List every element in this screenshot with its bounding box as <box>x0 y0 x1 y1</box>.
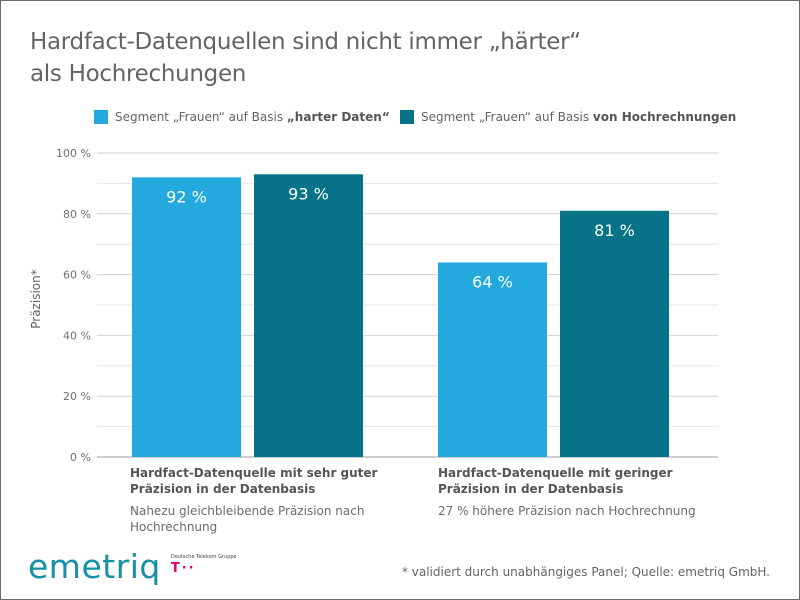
category-label-1: Hardfact-Datenquelle mit sehr guter Präz… <box>130 465 390 535</box>
category-heading: Hardfact-Datenquelle mit geringer Präzis… <box>438 466 673 496</box>
bar-hard-data <box>438 262 547 457</box>
legend-label-prefix: Segment „Frauen“ auf Basis <box>421 110 590 124</box>
logo-wordmark: emetriq <box>28 547 161 586</box>
bar-value-label: 92 % <box>166 187 207 206</box>
legend-swatch-extrapolation <box>400 110 414 124</box>
y-axis-label: Präzision* <box>29 269 43 329</box>
bar-value-label: 81 % <box>594 221 635 240</box>
legend: Segment „Frauen“ auf Basis „harter Daten… <box>0 110 800 130</box>
telekom-group-mark: Deutsche Telekom Gruppe T·· <box>171 554 237 576</box>
legend-label-bold: von Hochrechnungen <box>592 110 737 124</box>
legend-item-hard-data: Segment „Frauen“ auf Basis „harter Daten… <box>94 110 390 124</box>
y-tick-label: 60 % <box>63 269 91 282</box>
category-heading: Hardfact-Datenquelle mit sehr guter Präz… <box>130 466 378 496</box>
y-tick-label: 40 % <box>63 329 91 342</box>
legend-label-prefix: Segment „Frauen“ auf Basis <box>115 110 284 124</box>
chart-title-line-1: Hardfact-Datenquellen sind nicht immer „… <box>30 29 581 55</box>
bar-hard-data <box>132 177 241 457</box>
bar-extrapolation <box>254 174 363 457</box>
y-tick-label: 80 % <box>63 208 91 221</box>
y-tick-label: 0 % <box>70 451 91 464</box>
bar-extrapolation <box>560 210 669 457</box>
y-tick-label: 20 % <box>63 390 91 403</box>
bar-value-label: 64 % <box>472 272 513 291</box>
legend-item-extrapolation: Segment „Frauen“ auf Basis von Hochrechn… <box>400 110 736 124</box>
telekom-t-icon: T·· <box>170 561 196 576</box>
emetriq-logo: emetriq Deutsche Telekom Gruppe T·· <box>28 550 237 584</box>
category-subtext: Nahezu gleichbleibende Präzision nach Ho… <box>130 504 365 534</box>
bar-value-label: 93 % <box>288 184 329 203</box>
legend-label-bold: „harter Daten“ <box>286 110 390 124</box>
y-tick-labels: 0 % 20 % 40 % 60 % 80 % 100 % <box>56 147 91 464</box>
category-label-2: Hardfact-Datenquelle mit geringer Präzis… <box>438 465 698 519</box>
y-tick-label: 100 % <box>56 147 91 160</box>
bars <box>132 174 669 457</box>
footnote: * validiert durch unabhängiges Panel; Qu… <box>401 565 770 579</box>
telekom-group-text: Deutsche Telekom Gruppe <box>170 554 237 560</box>
chart-title: Hardfact-Datenquellen sind nicht immer „… <box>30 26 581 90</box>
chart-title-line-2: als Hochrechungen <box>30 61 247 87</box>
bar-value-labels: 92 % 93 % 64 % 81 % <box>166 184 635 291</box>
category-subtext: 27 % höhere Präzision nach Hochrechnung <box>438 504 696 518</box>
legend-swatch-hard-data <box>94 110 108 124</box>
